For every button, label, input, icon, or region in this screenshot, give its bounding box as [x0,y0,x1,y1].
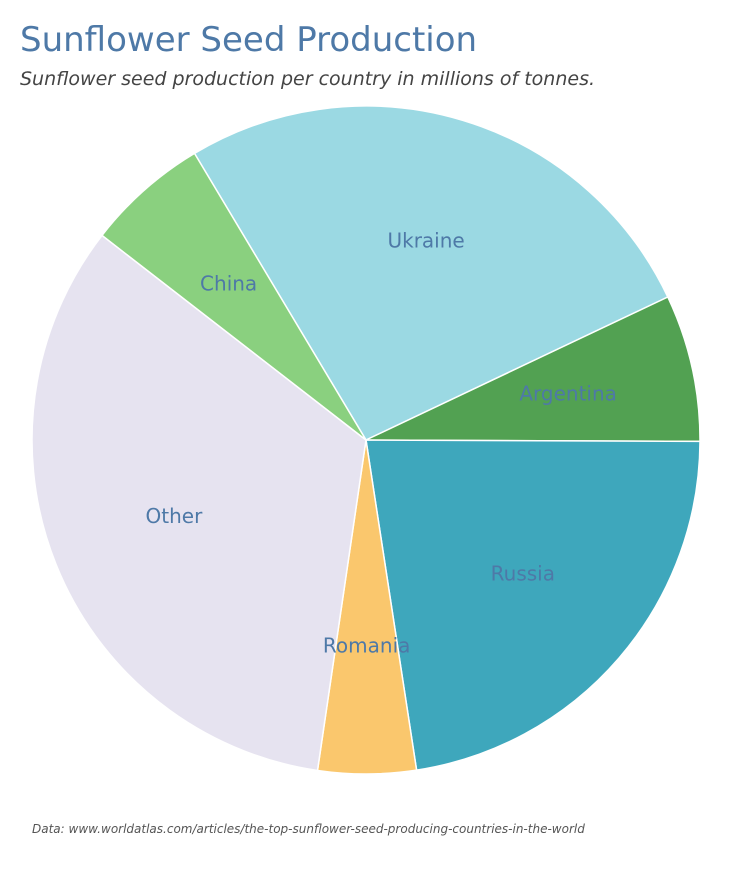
data-source-note: Data: www.worldatlas.com/articles/the-to… [32,822,585,836]
pie-slice-other [31,234,367,772]
chart-subtitle: Sunflower seed production per country in… [20,68,596,90]
pie-slice-china [100,152,367,441]
slice-label-russia: Russia [491,562,555,586]
pie-slice-russia [365,439,701,772]
slice-label-ukraine: Ukraine [387,228,464,252]
slice-label-china: China [200,272,257,296]
slice-label-romania: Romania [323,634,410,658]
slice-label-other: Other [146,504,204,528]
pie-labels: Ukraine Argentina Russia Romania Other China [146,228,617,657]
pie-slice-argentina [365,296,701,443]
pie-slice-ukraine [193,105,669,441]
pie-slices [31,105,701,775]
slice-label-argentina: Argentina [519,381,617,405]
chart-title: Sunflower Seed Production [20,20,478,60]
